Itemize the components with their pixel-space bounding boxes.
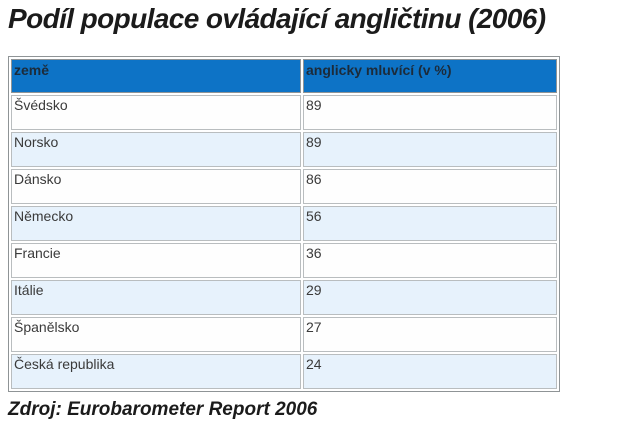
column-header-value: anglicky mluvící (v %)	[303, 59, 557, 93]
country-cell: Česká republika	[11, 354, 301, 389]
value-cell: 89	[303, 95, 557, 130]
value-cell: 27	[303, 317, 557, 352]
table-header-row: země anglicky mluvící (v %)	[11, 59, 557, 93]
country-cell: Itálie	[11, 280, 301, 315]
table-row: Francie 36	[11, 243, 557, 278]
column-header-country: země	[11, 59, 301, 93]
value-cell: 86	[303, 169, 557, 204]
table-row: Švédsko 89	[11, 95, 557, 130]
country-cell: Norsko	[11, 132, 301, 167]
table-body: Švédsko 89 Norsko 89 Dánsko 86 Německo 56 Franci…	[11, 95, 557, 389]
table-row: Německo 56	[11, 206, 557, 241]
value-cell: 24	[303, 354, 557, 389]
value-cell: 29	[303, 280, 557, 315]
source-note: Zdroj: Eurobarometer Report 2006	[8, 399, 318, 420]
value-cell: 89	[303, 132, 557, 167]
page-title: Podíl populace ovládající angličtinu (20…	[8, 3, 546, 34]
english-speakers-table: země anglicky mluvící (v %) Švédsko 89 Nor…	[8, 56, 560, 392]
country-cell: Francie	[11, 243, 301, 278]
table-row: Itálie 29	[11, 280, 557, 315]
country-cell: Dánsko	[11, 169, 301, 204]
value-cell: 36	[303, 243, 557, 278]
table-row: Norsko 89	[11, 132, 557, 167]
table-row: Dánsko 86	[11, 169, 557, 204]
country-cell: Španělsko	[11, 317, 301, 352]
country-cell: Německo	[11, 206, 301, 241]
country-cell: Švédsko	[11, 95, 301, 130]
table-row: Španělsko 27	[11, 317, 557, 352]
value-cell: 56	[303, 206, 557, 241]
table-row: Česká republika 24	[11, 354, 557, 389]
table-header: země anglicky mluvící (v %)	[11, 59, 557, 93]
